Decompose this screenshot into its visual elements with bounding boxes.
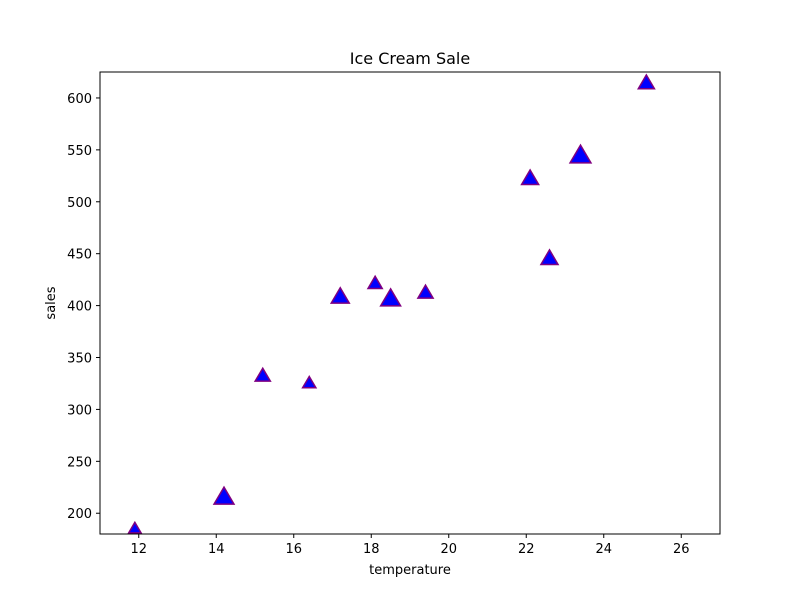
scatter-point [329, 286, 351, 304]
x-axis-title: temperature [369, 563, 451, 578]
plot-frame [99, 71, 721, 535]
chart-title: Ice Cream Sale [350, 49, 470, 68]
y-tick-label: 250 [67, 455, 92, 470]
y-axis-title: sales [44, 286, 59, 319]
y-tick-label: 450 [67, 248, 92, 263]
scatter-point [301, 374, 318, 389]
scatter-point [416, 283, 435, 299]
x-tick-label: 26 [673, 542, 690, 557]
y-tick-label: 300 [67, 403, 92, 418]
x-tick-label: 16 [285, 542, 302, 557]
scatter-point [520, 168, 540, 186]
y-tick-label: 350 [67, 352, 92, 367]
y-tick-label: 200 [67, 507, 92, 522]
x-tick-label: 18 [363, 542, 380, 557]
x-tick-label: 22 [518, 542, 535, 557]
scatter-point [636, 73, 656, 90]
data-points [127, 73, 656, 534]
y-tick-label: 600 [67, 92, 92, 107]
y-tick-label: 550 [67, 144, 92, 159]
x-axis-ticks: 12 14 16 18 20 22 24 26 [130, 534, 690, 557]
y-tick-label: 500 [67, 196, 92, 211]
scatter-point [212, 485, 236, 505]
scatter-point [539, 248, 560, 266]
x-tick-label: 20 [440, 542, 457, 557]
scatter-point [366, 274, 384, 290]
scatter-point [568, 143, 593, 164]
y-tick-label: 400 [67, 300, 92, 315]
x-tick-label: 24 [595, 542, 612, 557]
x-tick-label: 12 [130, 542, 147, 557]
scatter-point [379, 287, 402, 307]
x-tick-label: 14 [208, 542, 225, 557]
y-axis-ticks: 200 250 300 350 400 450 500 550 600 [67, 92, 100, 522]
scatter-point [127, 520, 143, 534]
scatter-point [253, 366, 272, 382]
